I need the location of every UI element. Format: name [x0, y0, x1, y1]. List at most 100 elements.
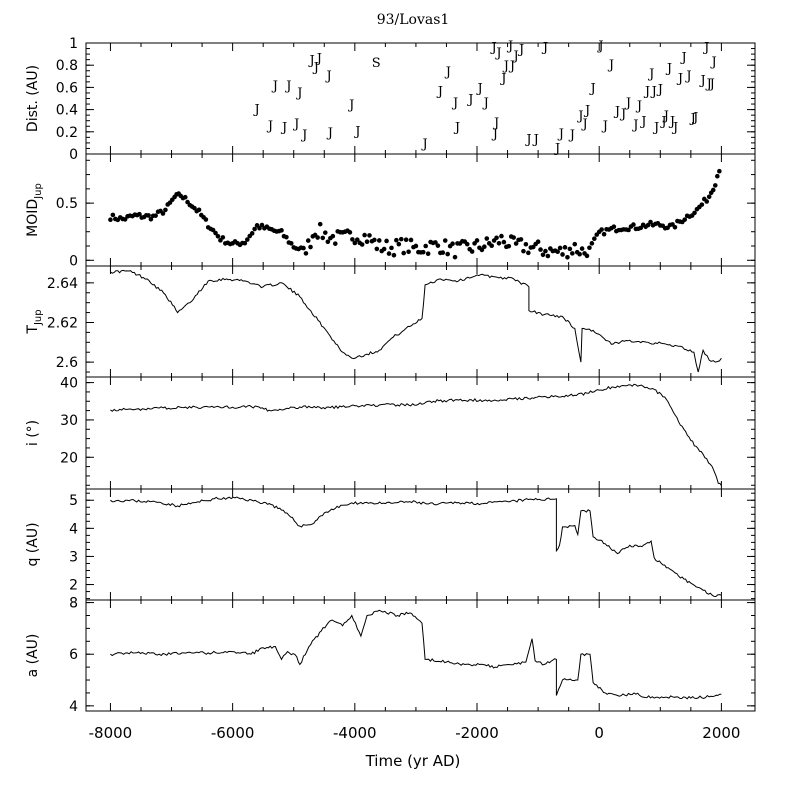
encounter-point: J: [702, 40, 709, 55]
moid-point: [249, 231, 255, 236]
encounter-point: J: [512, 49, 519, 64]
moid-point: [464, 241, 470, 247]
y-axis-label-subscript: Jup: [33, 183, 44, 200]
encounter-point: J: [662, 109, 669, 124]
encounter-point: J: [607, 58, 614, 73]
moid-point: [538, 247, 543, 252]
encounter-point: J: [650, 85, 657, 100]
y-axis-label-dist: Dist. (AU): [25, 65, 41, 132]
moid-point: [540, 252, 546, 258]
series-line-incl: [110, 383, 722, 486]
moid-point: [717, 168, 722, 174]
encounter-point: J: [656, 83, 663, 98]
encounter-point: J: [705, 77, 712, 92]
moid-point: [543, 248, 548, 254]
moid-point: [386, 251, 392, 256]
moid-point: [577, 251, 582, 257]
encounter-point: J: [689, 111, 696, 126]
moid-point: [648, 219, 653, 225]
encounter-point: J: [508, 59, 515, 74]
moid-point: [440, 250, 446, 255]
moid-point: [489, 243, 494, 249]
moid-point: [521, 248, 526, 254]
moid-point: [325, 239, 331, 245]
encounter-point: J: [698, 74, 705, 89]
panel-a: 4 6 8 a (AU): [25, 596, 756, 715]
encounter-point: J: [639, 115, 646, 130]
moid-point: [645, 222, 651, 228]
moid-point: [252, 226, 257, 232]
y-tick-label: 0.5: [56, 196, 78, 212]
y-axis-label-moid: MOIDJup: [25, 183, 44, 237]
moid-point: [108, 217, 113, 223]
encounter-point: J: [631, 118, 638, 133]
moid-point: [423, 243, 428, 249]
encounter-point: J: [506, 39, 513, 54]
encounter-point: J: [581, 117, 588, 132]
x-axis-label: Time (yr AD): [365, 752, 461, 770]
moid-point: [384, 238, 389, 244]
encounter-point: J: [284, 79, 291, 94]
y-tick-label: 1: [69, 36, 78, 52]
moid-point: [592, 236, 597, 242]
moid-point: [367, 233, 372, 238]
moid-point: [320, 235, 326, 241]
y-tick-label: 0.6: [56, 80, 78, 96]
moid-point: [372, 237, 377, 243]
moid-point: [482, 244, 487, 250]
moid-point: [244, 237, 250, 242]
encounter-point: J: [557, 127, 564, 142]
moid-point: [626, 227, 631, 233]
moid-point: [584, 253, 590, 259]
moid-point: [288, 241, 294, 246]
encounter-point: J: [652, 120, 659, 135]
moid-point: [347, 230, 353, 235]
moid-point: [308, 244, 313, 250]
moid-point: [513, 241, 519, 246]
moid-point: [242, 240, 248, 246]
encounter-point: J: [494, 46, 501, 61]
moid-point: [354, 237, 360, 242]
encounter-point: J: [325, 69, 332, 84]
encounter-point: J: [252, 102, 259, 117]
moid-point: [433, 240, 438, 245]
moid-point: [259, 222, 265, 228]
moid-point: [496, 240, 502, 246]
y-axis-label-text: Dist. (AU): [25, 65, 41, 132]
moid-point: [535, 239, 541, 245]
moid-point: [146, 213, 151, 218]
encounter-point: J: [613, 105, 620, 120]
moid-point: [359, 242, 365, 247]
encounter-point: J: [709, 55, 716, 70]
x-tick-label: -8000: [89, 724, 133, 742]
encounter-point: J: [453, 120, 460, 135]
moid-point: [213, 230, 218, 236]
moid-point: [389, 245, 394, 251]
moid-point: [710, 187, 716, 193]
y-axis-label-subscript: Jup: [33, 309, 44, 326]
moid-point: [601, 231, 607, 237]
y-axis-label-incl: i (°): [25, 420, 41, 446]
moid-point: [317, 221, 323, 227]
y-tick-label: 2.6: [56, 355, 78, 371]
x-tick-label: -4000: [333, 724, 377, 742]
encounter-point: J: [647, 67, 654, 82]
figure-title: 93/Lovas1: [377, 12, 450, 28]
encounter-point: J: [596, 39, 603, 54]
y-tick-label: 2: [69, 578, 78, 594]
encounter-point: J: [517, 43, 524, 58]
x-tick-label: -6000: [211, 724, 255, 742]
encounter-point: J: [315, 51, 322, 66]
moid-point: [362, 232, 367, 238]
encounter-point: J: [436, 85, 443, 100]
encounter-point: J: [524, 132, 531, 147]
encounter-point: J: [668, 115, 675, 130]
panel-moid: 0 0.5 MOIDJup: [25, 153, 756, 269]
y-tick-label: 0: [69, 253, 78, 269]
encounter-point: J: [684, 69, 691, 84]
moid-point: [579, 246, 585, 251]
moid-point: [506, 243, 512, 249]
moid-point: [160, 211, 166, 216]
moid-point: [706, 194, 712, 200]
